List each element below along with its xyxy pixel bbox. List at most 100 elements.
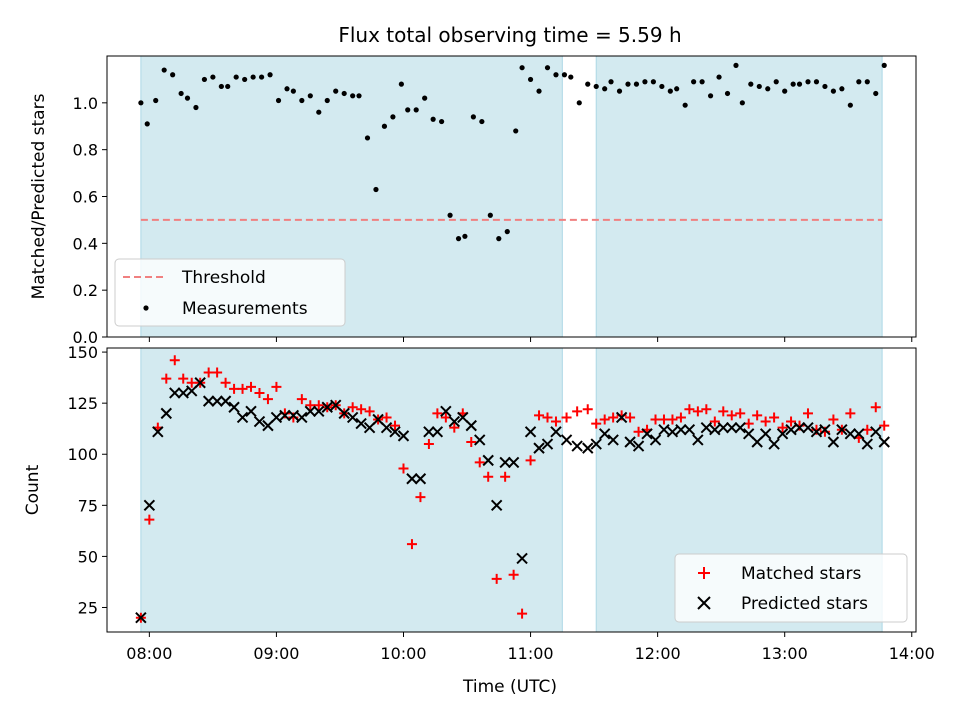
- y-axis-label: Count: [23, 464, 43, 515]
- measurement-point: [333, 88, 339, 94]
- measurement-point: [430, 116, 436, 122]
- measurement-point: [341, 90, 347, 97]
- x-axis-label: Time (UTC): [462, 677, 557, 697]
- predicted-point: [389, 426, 401, 438]
- legend: Matched stars Predicted stars: [674, 553, 908, 623]
- matched-point: [726, 410, 737, 421]
- predicted-point: [598, 428, 611, 440]
- measurement-point: [733, 62, 739, 68]
- predicted-point: [615, 411, 628, 424]
- predicted-point: [870, 426, 882, 438]
- measurement-point: [413, 107, 419, 113]
- matched-point: [237, 383, 248, 394]
- predicted-point: [321, 401, 333, 413]
- measurement-point: [405, 107, 411, 113]
- measurement-point: [210, 74, 216, 80]
- matched-point: [271, 381, 282, 392]
- y-tick-label: 0.8: [73, 141, 98, 160]
- matched-point: [169, 355, 180, 366]
- predicted-point: [160, 407, 173, 420]
- matched-point: [483, 471, 494, 482]
- measurement-point: [242, 76, 248, 83]
- measurement-point: [462, 233, 468, 239]
- matched-point: [406, 539, 417, 550]
- measurement-point: [822, 83, 828, 90]
- matched-point: [828, 414, 839, 425]
- measurement-point: [707, 93, 714, 99]
- matched-point: [203, 367, 214, 378]
- matched-point: [229, 383, 240, 394]
- legend-matched-label: Matched stars: [741, 564, 861, 584]
- measurement-point: [422, 95, 428, 101]
- predicted-point: [819, 424, 831, 436]
- predicted-point: [296, 411, 308, 424]
- measurement-point: [487, 212, 493, 218]
- top-panel: 0.0 0.2 0.4 0.6 0.8 1.0 Matched/Predicted star…: [29, 55, 917, 347]
- predicted-point: [802, 421, 814, 434]
- matched-point: [220, 377, 231, 388]
- measurement-point: [625, 81, 631, 87]
- matched-point: [692, 406, 703, 417]
- matched-point: [591, 418, 602, 429]
- measurement-point: [873, 90, 879, 97]
- measurement-point: [699, 79, 705, 85]
- predicted-point: [406, 473, 418, 485]
- matched-point: [364, 406, 375, 417]
- matched-point: [701, 404, 712, 415]
- predicted-point: [143, 499, 156, 512]
- measurement-point: [682, 102, 688, 108]
- measurement-point: [544, 65, 551, 71]
- matched-point: [449, 422, 460, 433]
- matched-point: [432, 408, 443, 419]
- measurement-point: [585, 81, 591, 87]
- matched-point: [777, 422, 788, 433]
- predicted-point: [571, 440, 583, 452]
- legend-measurement-swatch: [143, 305, 149, 311]
- y-tick-label: 50: [78, 547, 98, 566]
- predicted-point: [541, 438, 554, 450]
- x-tick-label: 10:00: [380, 644, 426, 663]
- matched-point: [178, 373, 189, 384]
- predicted-point: [465, 419, 477, 432]
- predicted-point: [279, 409, 291, 422]
- predicted-point: [474, 434, 486, 446]
- predicted-point: [666, 426, 679, 438]
- predicted-point: [759, 428, 772, 440]
- x-tick-label: 13:00: [762, 644, 808, 663]
- matched-point: [760, 416, 771, 427]
- matched-point: [508, 569, 519, 580]
- x-tick-label: 14:00: [889, 644, 935, 663]
- predicted-point: [709, 424, 721, 436]
- matched-point: [534, 410, 545, 421]
- predicted-point: [700, 421, 713, 434]
- legend-box: [114, 258, 346, 327]
- predicted-point: [440, 405, 452, 418]
- y-tick-label: 25: [78, 598, 98, 617]
- matched-point: [845, 408, 856, 419]
- measurement-point: [813, 79, 820, 85]
- predicted-point: [202, 395, 215, 407]
- matched-point: [658, 414, 669, 425]
- measurement-point: [307, 93, 313, 99]
- measurement-point: [739, 100, 745, 106]
- measurement-point: [667, 88, 673, 94]
- figure-title: Flux total observing time = 5.59 h: [338, 23, 681, 47]
- predicted-point: [346, 411, 359, 424]
- measurement-point: [258, 74, 265, 80]
- measurement-point: [284, 86, 290, 92]
- measurement-point: [593, 83, 599, 90]
- matched-point: [561, 412, 572, 423]
- y-tick-label: 0.2: [73, 281, 98, 300]
- measurement-point: [616, 88, 623, 94]
- predicted-point: [793, 421, 806, 434]
- matched-point: [313, 400, 324, 411]
- predicted-point: [236, 411, 249, 424]
- legend-predicted-label: Predicted stars: [741, 594, 868, 614]
- predicted-point: [490, 499, 503, 512]
- predicted-point: [607, 434, 619, 446]
- matched-point: [608, 412, 619, 423]
- matched-point: [879, 420, 890, 431]
- measurement-point: [553, 72, 559, 78]
- measurement-point: [225, 83, 231, 90]
- matched-point: [423, 439, 434, 450]
